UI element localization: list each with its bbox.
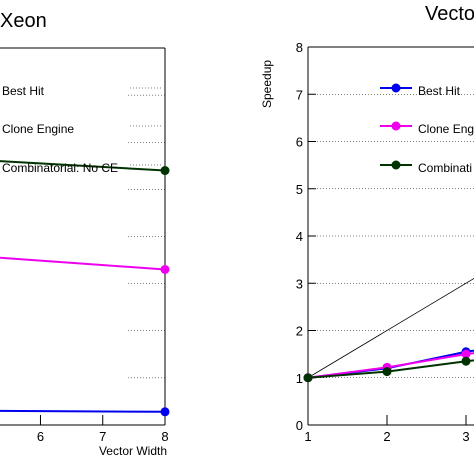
left-series-line-clone-engine [0, 256, 166, 271]
left-chart: Xeon 6 7 8 Vector Width Best Hit Clone Eng… [0, 10, 170, 458]
left-series-point-combinatorial-no-ce [160, 166, 170, 176]
right-y-tick-label-5: 5 [296, 182, 303, 197]
right-series-point-combinati-1 [382, 367, 392, 377]
left-x-tick-label-6: 6 [37, 429, 44, 444]
right-gridlines [308, 93, 474, 379]
right-series-point-combinati-2 [461, 356, 471, 366]
right-legend-label-clone-engine: Clone Eng [418, 122, 474, 136]
right-x-ticks: 1 2 3 [304, 415, 470, 444]
right-y-tick-label-1: 1 [296, 371, 303, 386]
right-series-point-clone-eng-2 [461, 349, 471, 359]
right-legend: Best Hit Clone Eng Combinati [380, 83, 474, 175]
right-y-tick-label-6: 6 [296, 135, 303, 150]
right-series-line-clone-eng [307, 352, 474, 379]
right-y-tick-label-0: 0 [296, 418, 303, 433]
right-y-tick-label-8: 8 [296, 40, 303, 55]
left-chart-title: Xeon [0, 10, 47, 32]
right-y-axis-label: Speedup [260, 60, 274, 108]
right-series-line-combinati [307, 359, 474, 379]
left-series-point-clone-engine [160, 264, 170, 274]
left-series-line-combinatorial-no-ce [0, 160, 166, 172]
right-y-tick-label-2: 2 [296, 324, 303, 339]
right-x-tick-label-1: 1 [304, 429, 311, 444]
left-legend-label-combinatorial: Combinatorial: No CE [2, 161, 118, 175]
left-series-lines [0, 160, 170, 417]
right-x-tick-label-2: 2 [383, 429, 390, 444]
left-x-tick-label-7: 7 [99, 429, 106, 444]
right-x-tick-label-3: 3 [462, 429, 469, 444]
right-legend-marker-best-hit [391, 83, 401, 93]
right-legend-label-combinatorial: Combinati [418, 161, 472, 175]
left-x-ticks: 6 7 8 [37, 415, 169, 444]
left-legend-label-clone-engine: Clone Engine [2, 122, 74, 136]
right-legend-marker-clone-eng [391, 121, 401, 131]
left-legend: Best Hit Clone Engine Combinatorial: No … [2, 84, 163, 175]
left-series-point-best-hit [160, 407, 170, 417]
left-series-line-best-hit [0, 409, 166, 413]
right-series-lines [303, 277, 474, 383]
right-reference-line [307, 277, 474, 379]
left-legend-label-best-hit: Best Hit [2, 84, 45, 98]
right-y-tick-label-4: 4 [296, 229, 303, 244]
left-x-tick-label-8: 8 [161, 429, 168, 444]
left-gridlines [128, 94, 165, 379]
right-chart-title: Vecto [425, 3, 474, 25]
left-x-axis-label: Vector Width [99, 444, 167, 458]
right-y-tick-label-3: 3 [296, 276, 303, 291]
right-y-tick-label-7: 7 [296, 87, 303, 102]
right-series-point-combinati-0 [303, 373, 313, 383]
right-legend-marker-combinati [391, 160, 401, 170]
right-legend-label-best-hit: Best Hit [418, 84, 461, 98]
